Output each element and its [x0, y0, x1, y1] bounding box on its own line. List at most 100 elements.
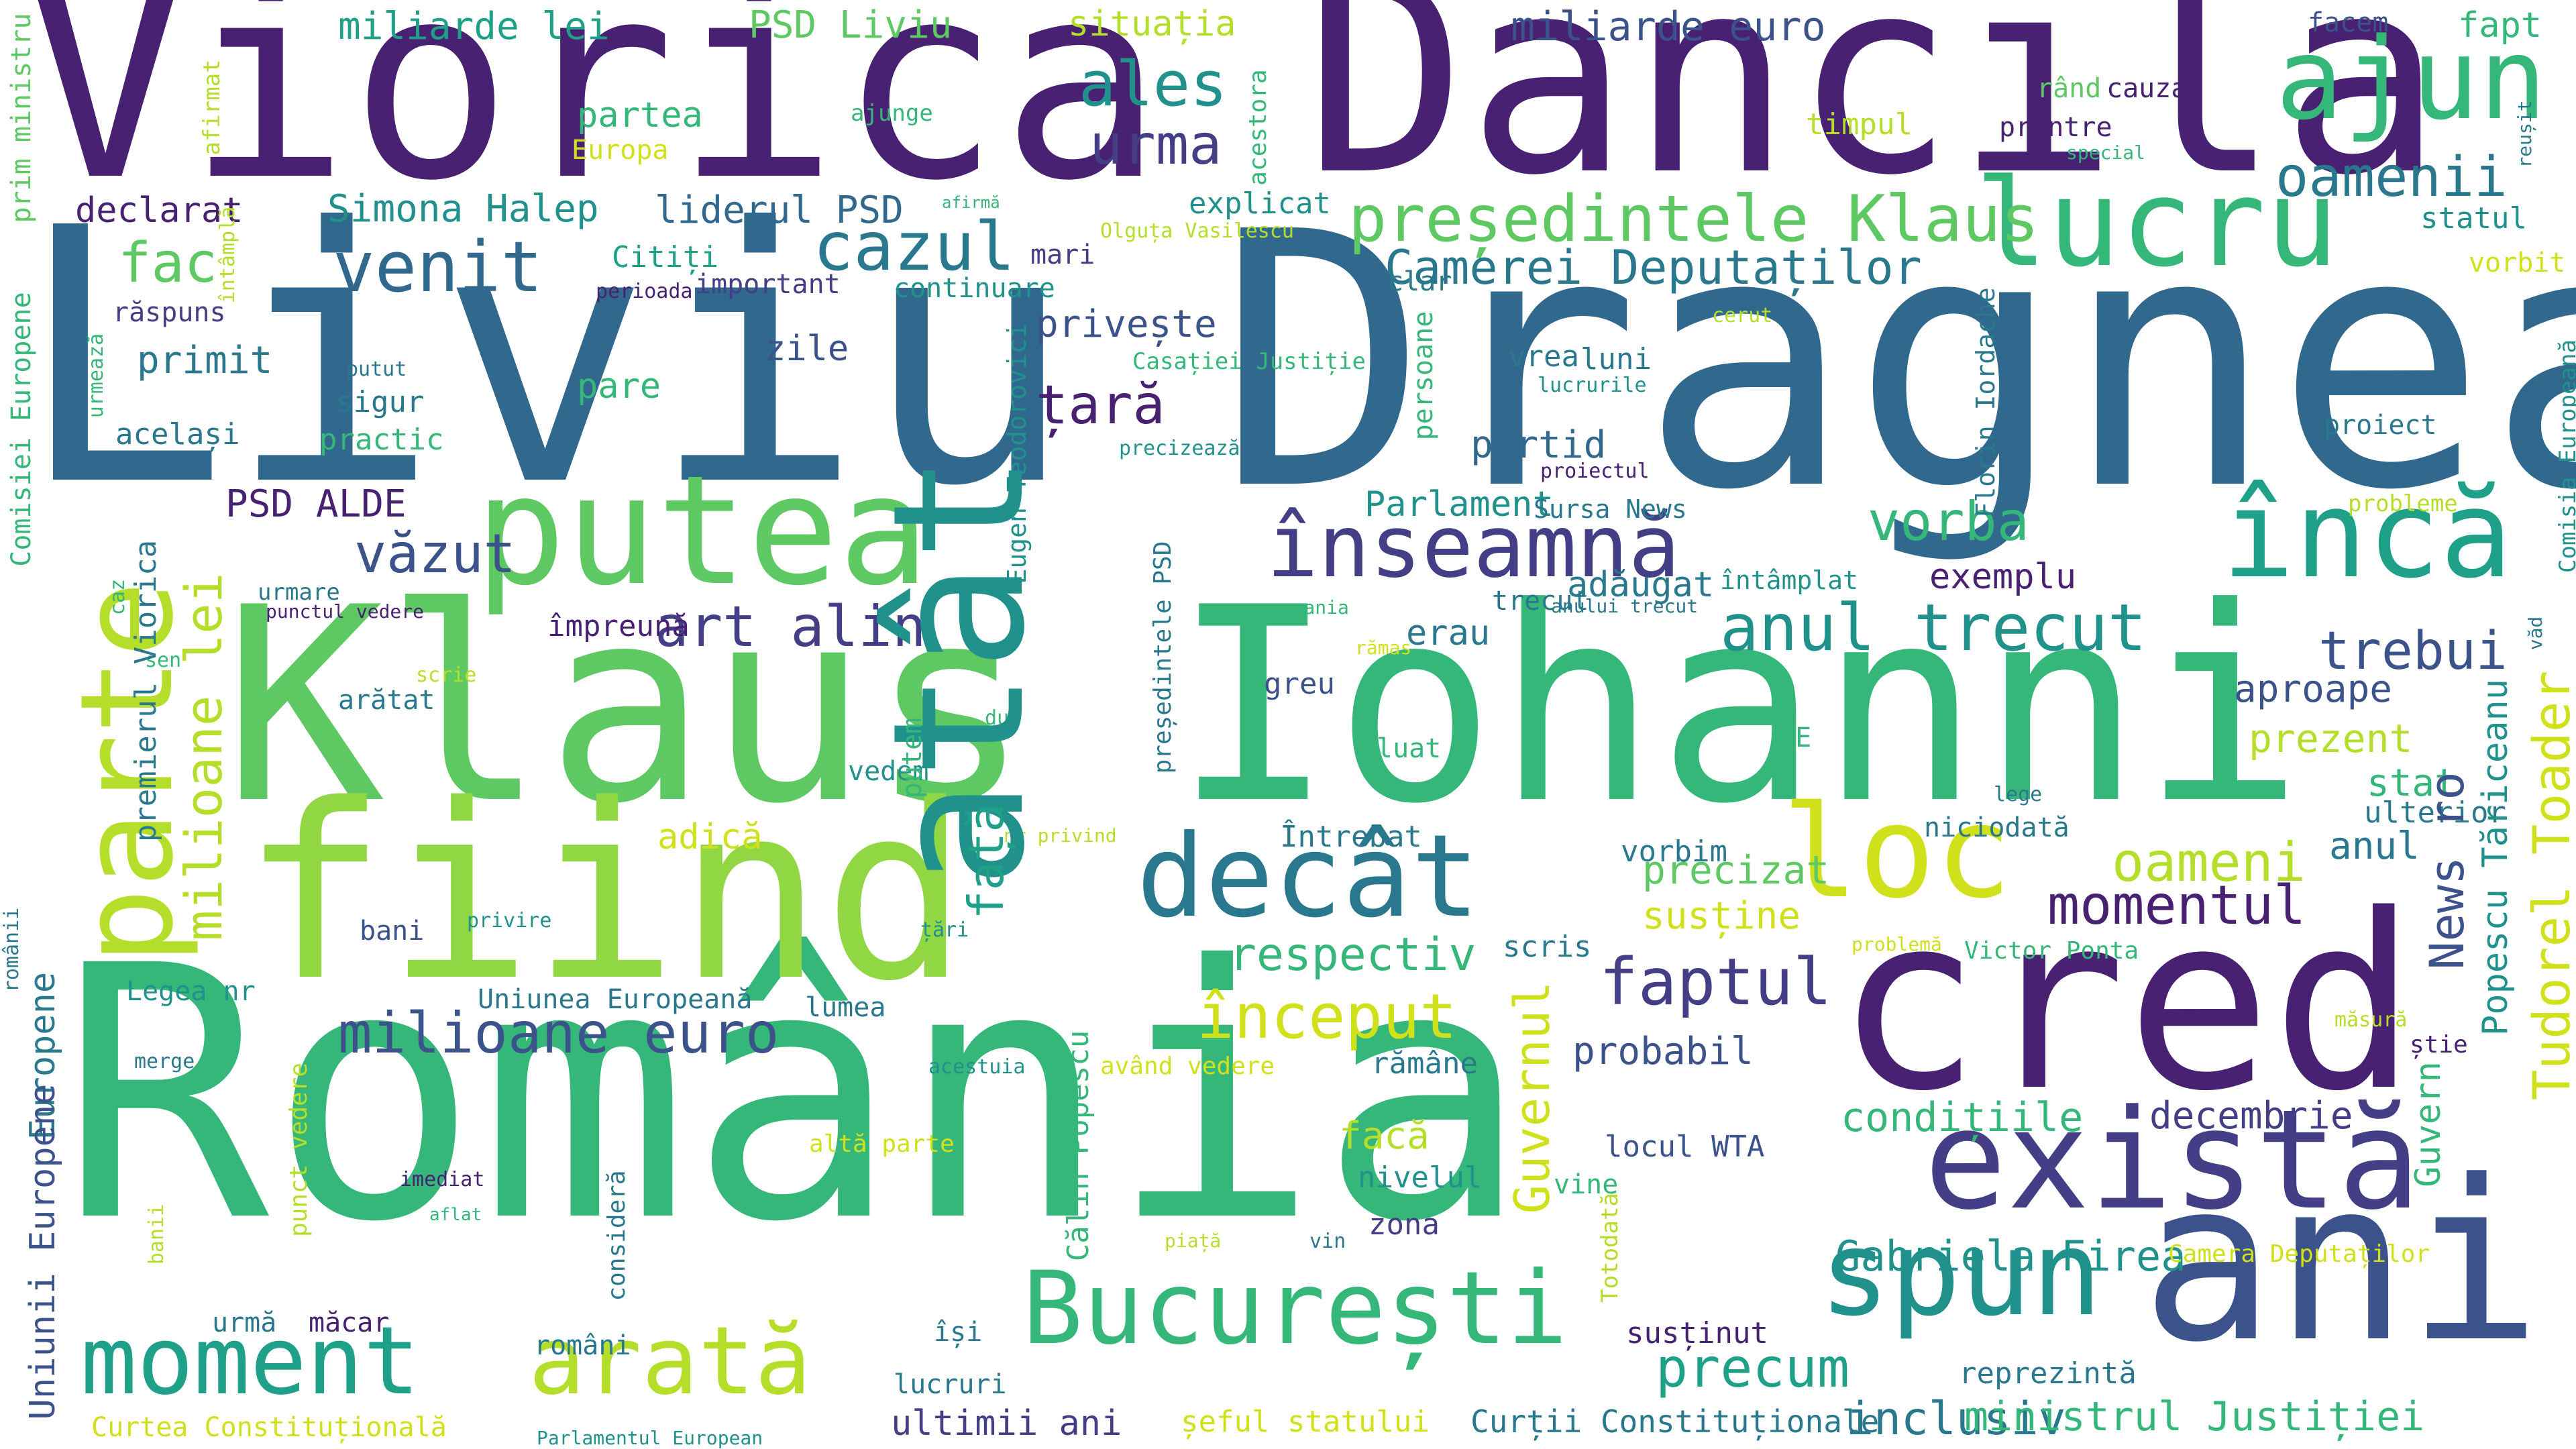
word: Viorica	[24, 0, 1164, 240]
word-vertical: românii	[0, 907, 23, 993]
word: facă	[1339, 1114, 1430, 1158]
word-vertical: Uniunii Europene	[23, 1083, 63, 1420]
word: luat	[1377, 733, 1442, 764]
word: Gabriela Firea	[1835, 1232, 2186, 1281]
word: întâmplat	[1720, 566, 1858, 595]
word: vine	[1554, 1169, 1619, 1200]
word: Parlament	[1364, 484, 1554, 525]
word: proiect	[2324, 410, 2437, 441]
word: piață	[1165, 1230, 1222, 1252]
word: luni	[1580, 342, 1652, 376]
word: printre	[1999, 112, 2112, 143]
word: urmă	[212, 1307, 277, 1338]
word: scrie	[416, 663, 477, 687]
word: partea	[577, 95, 703, 136]
word: Parlamentul European	[537, 1427, 763, 1449]
word: rămas	[1355, 637, 1412, 659]
word: punctul vedere	[266, 600, 425, 623]
word: privire	[467, 909, 552, 932]
word: vin	[1309, 1230, 1346, 1253]
word: președintele Klaus	[1348, 182, 2039, 256]
word: timpul	[1806, 107, 1913, 142]
word: milioane euro	[338, 1000, 780, 1066]
word: prezent	[2249, 716, 2413, 761]
word: Sursa News	[1534, 494, 1687, 524]
word: Curții Constituționale	[1470, 1403, 1880, 1440]
word: măcar	[309, 1307, 390, 1338]
word: ajunge	[851, 100, 933, 127]
word: țări	[920, 918, 969, 942]
word-vertical: văd	[2524, 616, 2546, 651]
word: pare	[577, 366, 661, 407]
word: practic	[319, 423, 444, 457]
word: PSD Liviu	[749, 3, 953, 47]
word: arătat	[338, 685, 435, 716]
word: sen	[145, 649, 182, 672]
word: Curtea Constituțională	[91, 1412, 447, 1443]
word: mari	[1030, 239, 1095, 270]
word: privește	[1036, 303, 1217, 346]
word: rămâne	[1371, 1046, 1478, 1081]
word: zile	[765, 329, 849, 369]
word: urmare	[258, 579, 340, 606]
word: țară	[1036, 374, 1165, 436]
word: cazul	[813, 207, 1016, 286]
word: proiectul	[1540, 460, 1650, 483]
word: afirmă	[942, 193, 1000, 212]
word: Europa	[572, 135, 669, 166]
word: UE	[1779, 722, 1812, 753]
word: imediat	[400, 1168, 485, 1191]
word: PSD ALDE	[225, 482, 407, 526]
word: loc	[1782, 778, 2012, 926]
word: clar	[1387, 266, 1452, 297]
word: Casației Justiție	[1132, 348, 1366, 375]
word: arată	[529, 1307, 812, 1416]
word: încă	[2222, 465, 2513, 605]
word: vorbim	[1621, 835, 1727, 869]
word: lucruri	[894, 1369, 1007, 1400]
word: șeful statului	[1181, 1405, 1430, 1439]
word: Simona Halep	[327, 187, 599, 231]
word: venit	[333, 226, 543, 308]
word: nr privind	[1004, 824, 1117, 847]
word: condițiile	[1841, 1094, 2084, 1141]
word: precizează	[1119, 437, 1240, 460]
word: sigur	[335, 385, 425, 419]
word: compania	[1258, 596, 1349, 619]
word: Camera Deputaților	[2168, 1240, 2430, 1268]
word-vertical: premierul Viorica	[129, 539, 163, 843]
word: trecut	[1492, 586, 1589, 616]
word: merge	[134, 1050, 195, 1073]
word: lumea	[805, 992, 886, 1023]
word: adăugat	[1567, 565, 1715, 605]
word-vertical: Tudorel Toader	[2522, 670, 2576, 1101]
word: inclusiv	[1846, 1393, 2066, 1446]
word: anului trecut	[1551, 595, 1699, 617]
word: Victor Ponta	[1964, 937, 2139, 965]
word-vertical: punct vedere	[285, 1062, 313, 1238]
word-vertical: Guvern	[2408, 1061, 2449, 1187]
word: statul	[2420, 201, 2527, 235]
word-vertical: Popescu Tăriceanu	[2475, 678, 2516, 1036]
word: scris	[1503, 930, 1592, 964]
word: problemă	[1851, 933, 1942, 955]
word: își	[934, 1317, 983, 1348]
word: niciodată	[1924, 812, 2070, 843]
word: primit	[137, 339, 273, 382]
word: același	[115, 417, 240, 451]
word: altă parte	[809, 1130, 955, 1158]
word: spun	[1819, 1206, 2102, 1342]
word: perioada	[596, 280, 693, 303]
word: știe	[2410, 1031, 2468, 1059]
word: vedem	[848, 756, 929, 787]
word-vertical: consideră	[603, 1170, 631, 1301]
word: important	[695, 269, 841, 300]
word: văzut	[354, 523, 516, 585]
word: lege	[1994, 783, 2043, 806]
word-vertical: Călin Popescu	[1061, 1030, 1095, 1262]
word: du	[985, 706, 1010, 730]
word: susține	[1642, 894, 1801, 938]
word-vertical: News ro	[2420, 771, 2475, 970]
word: vrea	[1508, 339, 1579, 374]
word-vertical: Totodată	[1597, 1193, 1623, 1303]
